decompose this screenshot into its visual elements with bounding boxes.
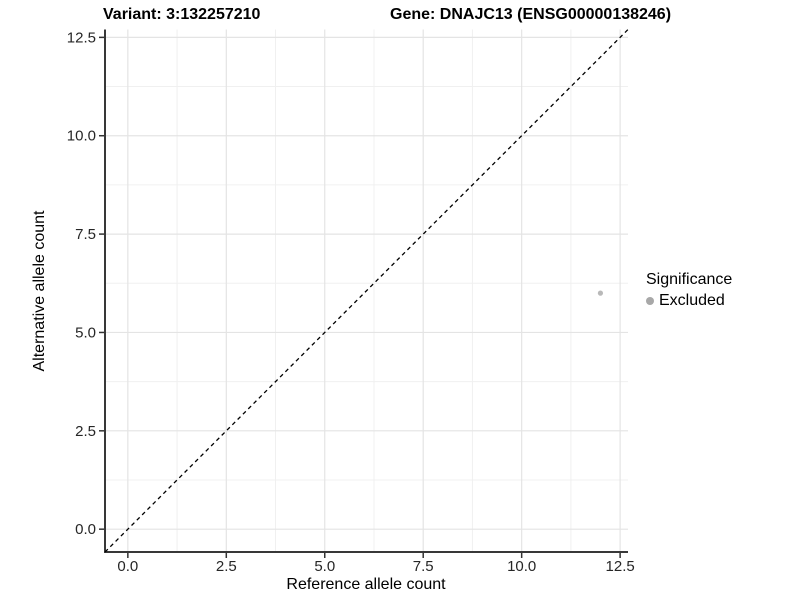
legend-title: Significance — [646, 271, 733, 288]
legend-item-excluded: Excluded — [646, 292, 732, 310]
identity-dashed-line — [104, 29, 629, 553]
x-axis-title: Reference allele count — [286, 576, 446, 593]
y-tick-label: 0.0 — [75, 521, 96, 538]
data-points — [597, 290, 604, 296]
x-tick-label: 2.5 — [216, 558, 237, 575]
variant-title: Variant: 3:132257210 — [103, 6, 261, 23]
identity-line — [104, 29, 629, 553]
y-tick-label: 12.5 — [67, 29, 96, 46]
grid-minor-lines — [105, 29, 628, 552]
scatter-point-excluded — [597, 290, 604, 296]
axis-tick-marks — [99, 36, 621, 558]
y-axis-title: Alternative allele count — [31, 210, 48, 372]
grid-major-lines — [105, 29, 628, 552]
x-tick-label: 12.5 — [606, 558, 635, 575]
x-tick-label: 5.0 — [314, 558, 335, 575]
x-tick-label: 0.0 — [117, 558, 138, 575]
gene-title: Gene: DNAJC13 (ENSG00000138246) — [390, 6, 672, 23]
y-tick-label: 7.5 — [75, 226, 96, 243]
axis-lines — [104, 29, 628, 553]
y-tick-label: 5.0 — [75, 324, 96, 341]
x-tick-label: 10.0 — [507, 558, 536, 575]
excluded-point-icon — [646, 297, 654, 305]
x-tick-label: 7.5 — [413, 558, 434, 575]
y-tick-label: 2.5 — [75, 423, 96, 440]
y-tick-label: 10.0 — [67, 128, 96, 145]
axis-tick-labels: 0.0 2.5 5.0 7.5 10.0 12.5 0.0 2.5 5.0 7.5 10.0 12.5 — [67, 29, 635, 575]
legend-item-label: Excluded — [659, 292, 725, 309]
legend: Significance Excluded — [646, 271, 732, 310]
